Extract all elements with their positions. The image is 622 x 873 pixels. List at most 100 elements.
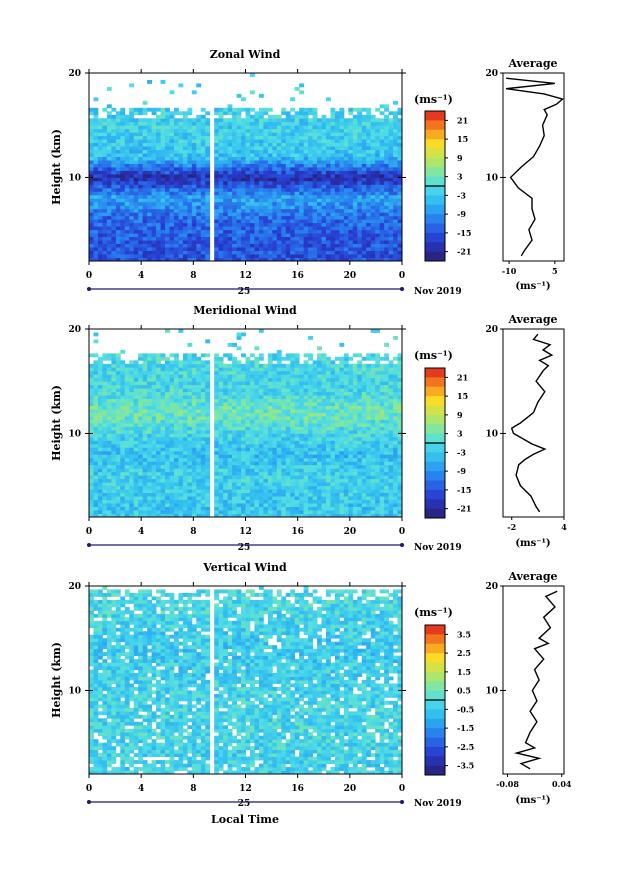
meridional-heatmap-cell <box>120 447 126 452</box>
meridional-heatmap-cell <box>223 440 229 445</box>
zonal-colorbar-band <box>425 204 445 215</box>
zonal-heatmap-cell <box>111 257 117 262</box>
zonal-heatmap-cell <box>370 215 376 220</box>
meridional-heatmap-cell <box>321 464 327 469</box>
zonal-heatmap-cell <box>142 100 148 105</box>
meridional-heatmap-cell <box>182 447 188 452</box>
zonal-heatmap-cell <box>151 121 157 126</box>
zonal-heatmap-cell <box>102 177 108 182</box>
zonal-heatmap-cell <box>357 146 363 150</box>
zonal-heatmap-cell <box>191 132 197 137</box>
zonal-heatmap-cell <box>169 173 175 178</box>
zonal-heatmap-cell <box>384 114 389 119</box>
zonal-heatmap-cell <box>317 146 322 150</box>
zonal-heatmap-cell <box>138 250 144 255</box>
zonal-heatmap-cell <box>317 226 322 231</box>
zonal-heatmap-cell <box>156 139 161 144</box>
zonal-heatmap-cell <box>312 184 318 189</box>
meridional-heatmap-cell <box>102 489 108 494</box>
meridional-heatmap-cell <box>325 513 331 518</box>
zonal-heatmap-cell <box>348 240 354 244</box>
zonal-heatmap-cell <box>97 173 103 178</box>
zonal-heatmap-cell <box>191 233 197 238</box>
zonal-heatmap-cell <box>173 194 179 199</box>
zonal-heatmap-cell <box>218 222 224 227</box>
meridional-heatmap-cell <box>325 485 331 490</box>
zonal-heatmap-cell <box>294 153 300 157</box>
meridional-heatmap-cell <box>339 492 345 497</box>
meridional-heatmap-cell <box>97 513 103 518</box>
meridional-heatmap-cell <box>169 461 175 466</box>
zonal-heatmap-cell <box>191 201 197 206</box>
zonal-heatmap-cell <box>330 107 336 112</box>
zonal-heatmap-cell <box>160 198 166 203</box>
meridional-heatmap-cell <box>330 503 336 507</box>
meridional-heatmap-cell <box>285 489 291 494</box>
meridional-heatmap-cell <box>142 443 148 448</box>
zonal-heatmap-cell <box>303 160 309 164</box>
meridional-heatmap-cell <box>343 447 349 452</box>
zonal-heatmap-cell <box>375 142 381 147</box>
zonal-heatmap-cell <box>160 156 166 161</box>
meridional-heatmap-cell <box>106 485 112 490</box>
zonal-heatmap-cell <box>325 247 331 251</box>
zonal-heatmap-cell <box>334 187 340 192</box>
meridional-heatmap-cell <box>303 485 309 490</box>
zonal-heatmap-cell <box>147 201 152 206</box>
zonal-heatmap-cell <box>236 184 242 189</box>
zonal-heatmap-cell <box>142 111 148 116</box>
zonal-heatmap-cell <box>142 146 148 150</box>
meridional-heatmap-cell <box>384 450 389 455</box>
meridional-heatmap-cell <box>227 499 233 504</box>
meridional-heatmap-cell <box>196 443 202 448</box>
zonal-heatmap-cell <box>267 118 273 123</box>
zonal-heatmap-cell <box>343 233 349 238</box>
zonal-heatmap-cell <box>115 125 121 130</box>
zonal-heatmap-cell <box>393 111 398 116</box>
zonal-heatmap-cell <box>290 254 296 258</box>
zonal-heatmap-cell <box>106 111 112 116</box>
zonal-heatmap-cell <box>133 247 139 251</box>
zonal-heatmap-cell <box>258 160 264 164</box>
meridional-heatmap-cell <box>124 454 130 459</box>
zonal-heatmap-cell <box>191 247 197 251</box>
meridional-heatmap-cell <box>312 419 318 424</box>
zonal-heatmap-cell <box>267 114 273 119</box>
zonal-heatmap-cell <box>151 219 157 224</box>
zonal-heatmap-cell <box>191 254 197 258</box>
meridional-heatmap-cell <box>317 457 322 462</box>
meridional-heatmap-cell <box>151 464 157 469</box>
zonal-heatmap-cell <box>133 139 139 144</box>
zonal-heatmap-cell <box>200 194 206 199</box>
zonal-heatmap-cell <box>312 177 318 182</box>
zonal-heatmap-cell <box>111 114 117 119</box>
zonal-heatmap-cell <box>272 257 278 262</box>
meridional-heatmap-cell <box>330 447 336 452</box>
meridional-heatmap-cell <box>160 468 166 473</box>
zonal-heatmap-cell <box>308 128 313 133</box>
zonal-heatmap-cell <box>160 250 166 255</box>
zonal-heatmap-cell <box>281 194 287 199</box>
zonal-heatmap-cell <box>330 163 336 168</box>
zonal-heatmap-cell <box>334 212 340 217</box>
zonal-heatmap-cell <box>191 167 197 171</box>
zonal-heatmap-cell <box>249 73 255 77</box>
meridional-heatmap-cell <box>200 433 206 438</box>
zonal-heatmap-cell <box>370 194 376 199</box>
meridional-heatmap-cell <box>196 489 202 494</box>
meridional-heatmap-cell <box>138 447 144 452</box>
meridional-heatmap-cell <box>254 457 260 462</box>
meridional-heatmap-cell <box>182 423 188 427</box>
zonal-heatmap-cell <box>227 128 233 133</box>
meridional-heatmap-cell <box>178 450 184 455</box>
meridional-heatmap-cell <box>147 503 152 507</box>
meridional-heatmap-cell <box>294 464 300 469</box>
zonal-heatmap-cell <box>281 125 287 130</box>
meridional-heatmap-cell <box>285 436 291 441</box>
meridional-heatmap-cell <box>89 433 94 438</box>
zonal-heatmap-cell <box>156 177 161 182</box>
meridional-heatmap-cell <box>173 496 179 500</box>
zonal-heatmap-cell <box>138 201 144 206</box>
meridional-heatmap-cell <box>393 443 398 448</box>
zonal-heatmap-cell <box>142 153 148 157</box>
